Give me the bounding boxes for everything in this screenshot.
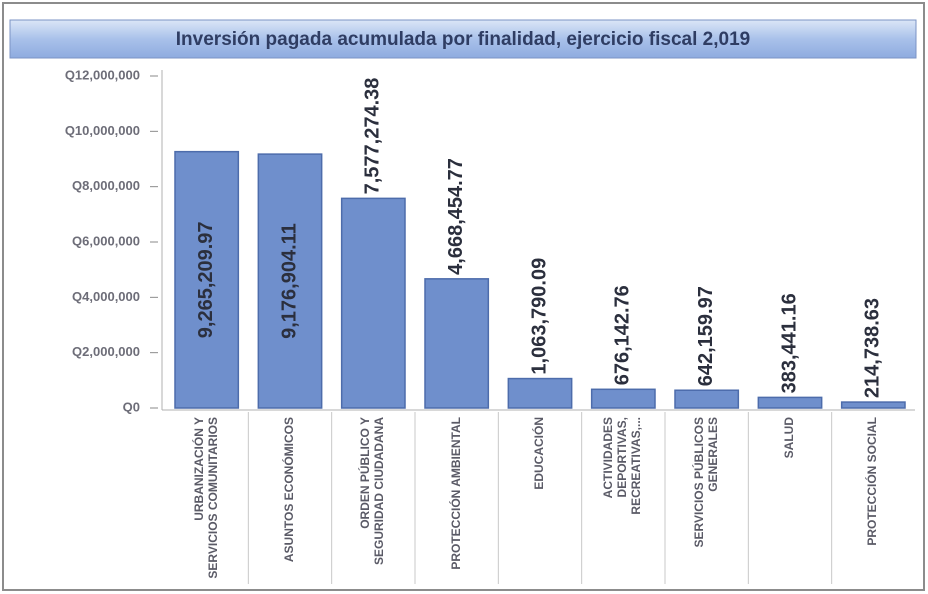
y-tick-label: Q10,000,000 — [65, 123, 140, 138]
y-tick-label: Q2,000,000 — [72, 344, 140, 359]
value-label: 7,577,274.38 — [362, 78, 384, 195]
value-label: 642,159.97 — [695, 286, 717, 386]
x-tick-label: SERVICIOS PÚBLICOS GENERALES — [691, 417, 720, 548]
x-tick-label: EDUCACIÓN — [532, 417, 547, 490]
bar — [424, 278, 490, 409]
y-tick-label: Q4,000,000 — [72, 289, 140, 304]
x-tick-label: ORDEN PÚBLICO Y SEGURIDAD CIUDADANA — [358, 417, 387, 566]
x-tick-label: PROTECCIÓN SOCIAL — [865, 417, 880, 546]
x-tick-label: SALUD — [782, 417, 797, 459]
bar — [757, 396, 823, 409]
y-tick-label: Q12,000,000 — [65, 67, 140, 82]
x-tick-label: URBANIZACIÓN Y SERVICIOS COMUNITARIOS — [191, 417, 220, 579]
value-label: 676,142.76 — [612, 285, 634, 385]
bar — [257, 153, 323, 409]
bar — [674, 389, 740, 409]
y-tick-label: Q0 — [123, 399, 140, 414]
value-label: 9,265,209.97 — [195, 221, 217, 338]
x-tick-label: PROTECCIÓN AMBIENTAL — [448, 417, 463, 570]
value-label: 9,176,904.11 — [278, 223, 300, 339]
value-label: 4,668,454.77 — [445, 158, 467, 275]
x-tick-label: ASUNTOS ECONÓMICOS — [282, 417, 297, 563]
title-bar — [9, 19, 917, 59]
x-tick-label: ACTIVIDADES DEPORTIVAS, RECREATIVAS,... — [601, 417, 644, 515]
value-label: 383,441.16 — [778, 293, 800, 393]
value-label: 214,738.63 — [862, 298, 884, 398]
bar — [507, 377, 573, 409]
y-tick-label: Q6,000,000 — [72, 233, 140, 248]
y-tick-label: Q8,000,000 — [72, 178, 140, 193]
bar — [340, 197, 406, 409]
value-label: 1,063,790.09 — [528, 258, 550, 375]
bar — [590, 388, 656, 409]
chart-title: Inversión pagada acumulada por finalidad… — [176, 29, 750, 50]
bar — [174, 150, 240, 409]
bar — [840, 401, 906, 409]
